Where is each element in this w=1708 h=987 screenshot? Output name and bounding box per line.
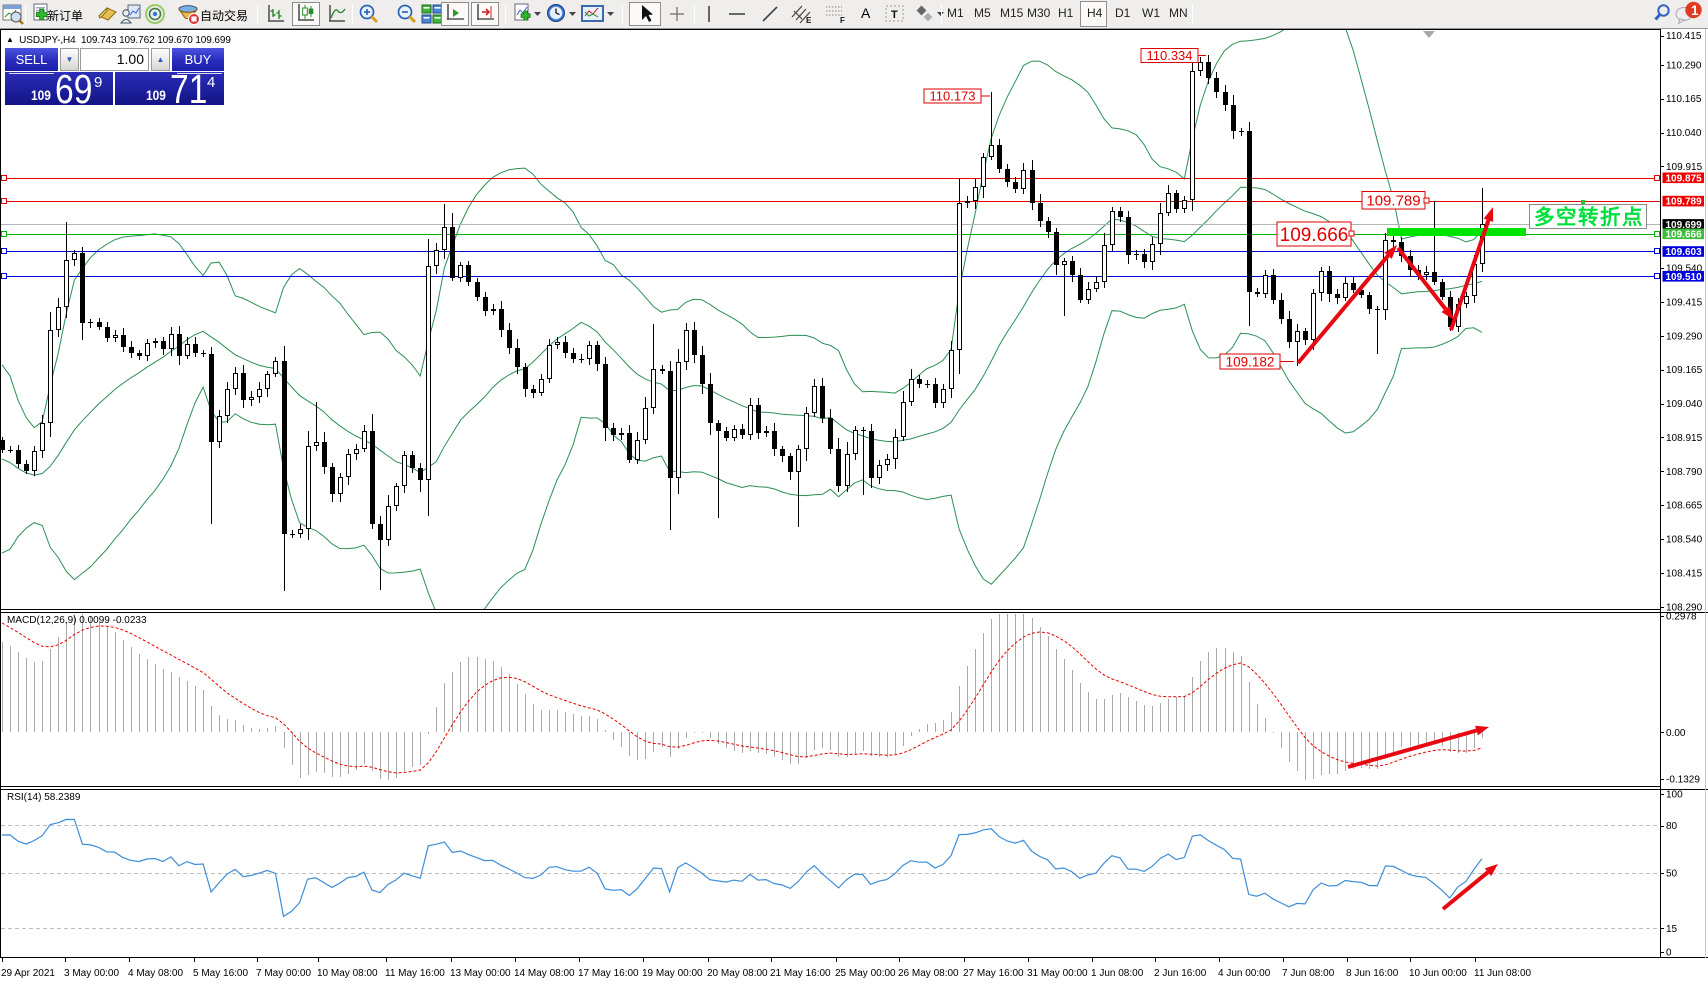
svg-text:7 Jun 08:00: 7 Jun 08:00	[1282, 968, 1335, 979]
svg-text:4 May 08:00: 4 May 08:00	[128, 968, 183, 979]
svg-text:T: T	[891, 9, 898, 21]
svg-text:108.665: 108.665	[1666, 501, 1703, 512]
svg-text:109.699: 109.699	[1666, 220, 1703, 231]
svg-text:110.165: 110.165	[1666, 94, 1702, 105]
svg-text:多空转折点: 多空转折点	[1534, 205, 1644, 229]
svg-text:100: 100	[1666, 790, 1683, 801]
svg-text:29 Apr 2021: 29 Apr 2021	[1, 968, 55, 979]
svg-text:3 May 00:00: 3 May 00:00	[64, 968, 119, 979]
svg-text:109.875: 109.875	[1666, 173, 1703, 184]
svg-text:7 May 00:00: 7 May 00:00	[256, 968, 311, 979]
svg-text:109.540: 109.540	[1666, 264, 1703, 275]
svg-text:50: 50	[1666, 869, 1678, 880]
svg-text:0.00: 0.00	[1666, 728, 1686, 739]
svg-text:110.173: 110.173	[929, 89, 975, 104]
svg-text:21 May 16:00: 21 May 16:00	[770, 968, 831, 979]
svg-text:109.915: 109.915	[1666, 162, 1703, 173]
svg-text:110.290: 110.290	[1666, 60, 1702, 71]
svg-text:31 May 00:00: 31 May 00:00	[1027, 968, 1088, 979]
svg-text:109.040: 109.040	[1666, 399, 1703, 410]
svg-text:110.415: 110.415	[1666, 31, 1702, 42]
svg-text:1: 1	[1691, 3, 1699, 18]
svg-text:17 May 16:00: 17 May 16:00	[578, 968, 639, 979]
svg-text:109.510: 109.510	[1666, 272, 1703, 283]
svg-text:11 Jun 08:00: 11 Jun 08:00	[1474, 968, 1532, 979]
svg-text:108.790: 108.790	[1666, 467, 1703, 478]
svg-text:109.666: 109.666	[1666, 229, 1703, 240]
svg-text:0.2978: 0.2978	[1666, 612, 1697, 623]
svg-text:26 May 08:00: 26 May 08:00	[898, 968, 959, 979]
svg-text:27 May 16:00: 27 May 16:00	[963, 968, 1024, 979]
svg-text:109.290: 109.290	[1666, 331, 1703, 342]
svg-text:110.040: 110.040	[1666, 128, 1702, 139]
svg-text:20 May 08:00: 20 May 08:00	[707, 968, 768, 979]
svg-text:2 Jun 16:00: 2 Jun 16:00	[1154, 968, 1207, 979]
svg-text:109.182: 109.182	[1226, 354, 1275, 369]
svg-text:-0.1329: -0.1329	[1666, 775, 1700, 786]
svg-text:109.603: 109.603	[1666, 247, 1703, 258]
svg-text:5 May 16:00: 5 May 16:00	[193, 968, 248, 979]
svg-text:11 May 16:00: 11 May 16:00	[385, 968, 445, 979]
svg-text:15: 15	[1666, 924, 1678, 935]
svg-text:110.334: 110.334	[1146, 48, 1192, 63]
svg-text:108.415: 108.415	[1666, 568, 1703, 579]
svg-text:19 May 00:00: 19 May 00:00	[642, 968, 703, 979]
svg-text:109.666: 109.666	[1280, 225, 1349, 246]
svg-text:4 Jun 00:00: 4 Jun 00:00	[1218, 968, 1271, 979]
svg-text:1 Jun 08:00: 1 Jun 08:00	[1091, 968, 1144, 979]
svg-text:F: F	[840, 16, 845, 25]
svg-text:14 May 08:00: 14 May 08:00	[514, 968, 575, 979]
svg-text:0: 0	[1666, 948, 1672, 959]
svg-text:109.789: 109.789	[1666, 197, 1703, 208]
svg-text:108.915: 108.915	[1666, 433, 1703, 444]
svg-text:109.165: 109.165	[1666, 365, 1703, 376]
svg-text:MACD(12,26,9) 0.0099 -0.0233: MACD(12,26,9) 0.0099 -0.0233	[7, 615, 147, 626]
svg-text:E: E	[806, 16, 812, 25]
svg-text:RSI(14) 58.2389: RSI(14) 58.2389	[7, 792, 81, 803]
svg-text:8 Jun 16:00: 8 Jun 16:00	[1346, 968, 1399, 979]
svg-text:108.540: 108.540	[1666, 535, 1703, 546]
svg-text:10 May 08:00: 10 May 08:00	[317, 968, 378, 979]
svg-text:109.789: 109.789	[1366, 193, 1420, 210]
svg-text:80: 80	[1666, 821, 1678, 832]
svg-text:13 May 00:00: 13 May 00:00	[450, 968, 511, 979]
svg-text:109.415: 109.415	[1666, 297, 1703, 308]
svg-text:10 Jun 00:00: 10 Jun 00:00	[1409, 968, 1467, 979]
svg-text:25 May 00:00: 25 May 00:00	[835, 968, 896, 979]
svg-text:108.290: 108.290	[1666, 602, 1703, 613]
